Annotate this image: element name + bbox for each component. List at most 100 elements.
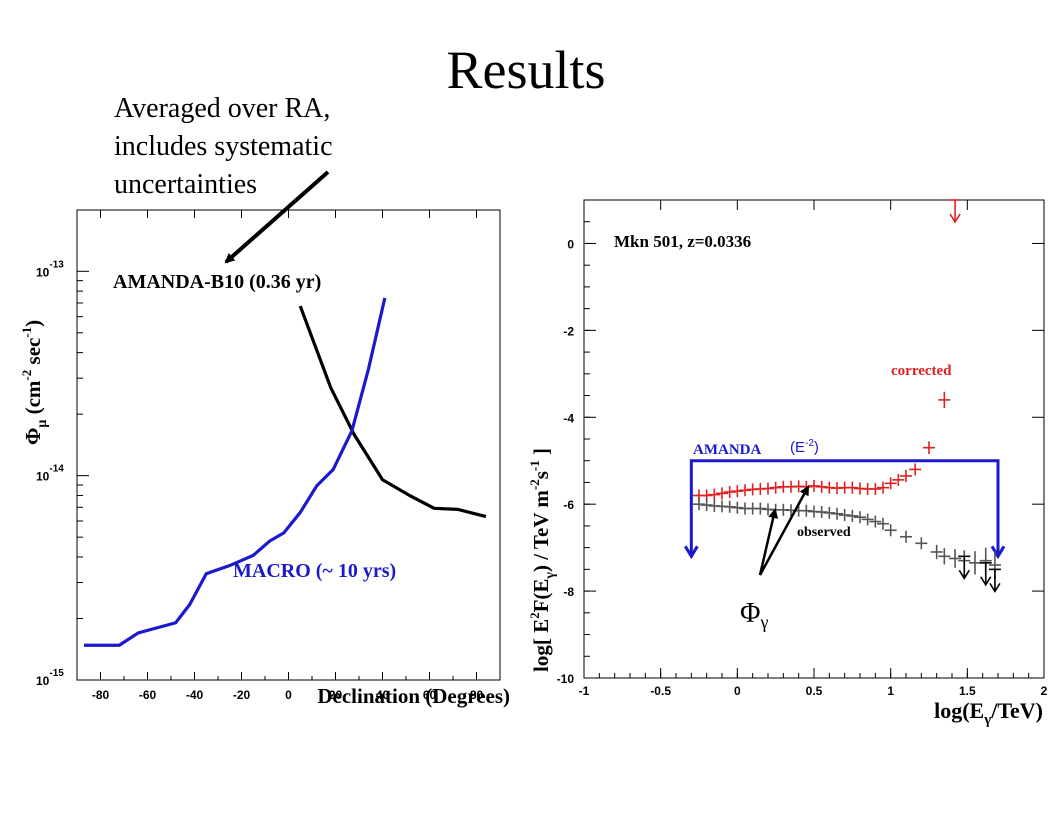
left-x-tick-label: -60 [139, 688, 157, 702]
ry-sup2: -2 [527, 479, 542, 490]
corrected-point [708, 488, 721, 501]
upper-limit-arrow [979, 562, 992, 587]
right-y-tick-label: -8 [563, 585, 574, 599]
ry-sup3: -1 [527, 460, 542, 471]
right-y-tick-label: -4 [563, 411, 574, 425]
ry-sup: 2 [527, 612, 542, 619]
corrected-point [877, 481, 889, 494]
right-x-tick-label: 2 [1041, 684, 1048, 698]
observed-point [854, 511, 866, 524]
ry-post1: ) / TeV m [529, 490, 553, 572]
x-label-post: /TeV) [990, 698, 1043, 723]
y-label-sup-a: -2 [19, 370, 34, 381]
observed-point [754, 502, 767, 515]
spectrum-base: (E [790, 439, 805, 456]
svg-text:log[ E2F(Eγ) / TeV m-2s-1 ]: log[ E2F(Eγ) / TeV m-2s-1 ] [527, 448, 558, 672]
corrected-point [815, 480, 828, 493]
right-x-tick-label: -1 [579, 684, 590, 698]
observed-point [831, 507, 843, 520]
x-label-gamma: γ [983, 712, 991, 728]
note-line-2: includes systematic [114, 131, 333, 162]
observed-point [731, 501, 744, 514]
ry-mid: F(E [529, 579, 553, 613]
left-series [84, 297, 487, 647]
upper-limit-arrow [988, 568, 1001, 593]
corrected-point [762, 482, 774, 495]
amanda-b10-line [298, 305, 487, 519]
right-x-tick-label: 1 [887, 684, 894, 698]
tick-base: 10 [36, 470, 50, 484]
left-y-tick-label: 10-15 [36, 668, 64, 688]
observed-point [838, 509, 851, 522]
ry-sub: γ [543, 572, 558, 580]
spectrum-label: (E-2) [790, 438, 819, 456]
phi-pointer-2 [758, 485, 810, 576]
amanda-b10-label: AMANDA-B10 (0.36 yr) [113, 271, 321, 293]
observed-point [877, 517, 889, 530]
ry-pre: log[ E [529, 619, 553, 672]
left-x-axis-label: Declination (Degrees) [317, 684, 510, 708]
observed-point [869, 515, 882, 528]
amanda-limit-label: AMANDA [693, 442, 761, 458]
phi-symbol: Φ [740, 598, 760, 629]
observed-point [846, 509, 859, 522]
right-y-axis-label: log[ E2F(Eγ) / TeV m-2s-1 ] [527, 448, 558, 672]
ry-post2: s [529, 471, 553, 479]
right-x-tick-label: 1.5 [959, 684, 976, 698]
corrected-point [900, 469, 912, 482]
observed-point [884, 524, 897, 537]
corrected-point [716, 487, 728, 500]
right-chart-title: Mkn 501, z=0.0336 [614, 232, 751, 251]
left-y-tick-label: 10-13 [36, 259, 64, 279]
tick-base: 10 [36, 674, 50, 688]
svg-text:Φμ (cm-2 sec-1): Φμ (cm-2 sec-1) [19, 320, 50, 445]
left-x-tick-label: 40 [376, 688, 390, 702]
amanda-limit-line [689, 459, 1000, 557]
slide-title: Results [446, 40, 606, 100]
corrected-point [846, 481, 859, 494]
y-label-close: ) [21, 320, 45, 327]
right-y-ticks: 0 -2 -4 -6 -8 -10 [557, 199, 1044, 686]
left-x-tick-label: -40 [186, 688, 204, 702]
observed-point [723, 500, 736, 513]
spectrum-exp: -2 [805, 438, 814, 449]
svg-text:log(Eγ/TeV): log(Eγ/TeV) [934, 698, 1043, 728]
observed-point [861, 513, 874, 526]
tick-base: 10 [36, 265, 50, 279]
left-x-tick-label: 60 [423, 688, 437, 702]
right-y-tick-label: -2 [563, 324, 574, 338]
left-x-tick-label: -80 [92, 688, 110, 702]
macro-line [84, 297, 387, 647]
observed-point [930, 544, 943, 560]
observed-point [969, 551, 981, 575]
ry-close: ] [529, 448, 553, 460]
observed-point [938, 548, 951, 565]
right-x-tick-label: -0.5 [650, 684, 671, 698]
corrected-point [869, 482, 882, 495]
observed-point [815, 506, 828, 519]
corrected-point [909, 463, 922, 476]
corrected-point [769, 481, 782, 494]
macro-label: MACRO (~ 10 yrs) [233, 560, 396, 582]
observed-point [823, 506, 836, 519]
amanda-limit-box [684, 459, 1006, 560]
observed-label: observed [797, 525, 851, 540]
right-chart: -1 -0.5 0 0.5 1 1.5 2 0 -2 -4 -6 -8 -10 Mkn 501, z=… [527, 199, 1048, 728]
observed-point [949, 549, 962, 568]
y-label-phi: Φ [21, 428, 45, 445]
amanda-limit-arrowhead [990, 545, 1006, 560]
corrected-point [731, 485, 744, 498]
observed-point [915, 537, 928, 550]
y-label-unit-b: sec [21, 338, 45, 370]
right-x-tick-label: 0.5 [806, 684, 823, 698]
corrected-point [723, 486, 736, 499]
left-x-tick-label: 0 [285, 688, 292, 702]
right-x-axis-label: log(Eγ/TeV) [934, 698, 1043, 728]
x-label-pre: log(E [934, 698, 984, 723]
note-line-1: Averaged over RA, [114, 93, 331, 124]
left-y-axis-label: Φμ (cm-2 sec-1) [19, 320, 50, 445]
tick-exp: -13 [49, 259, 64, 270]
